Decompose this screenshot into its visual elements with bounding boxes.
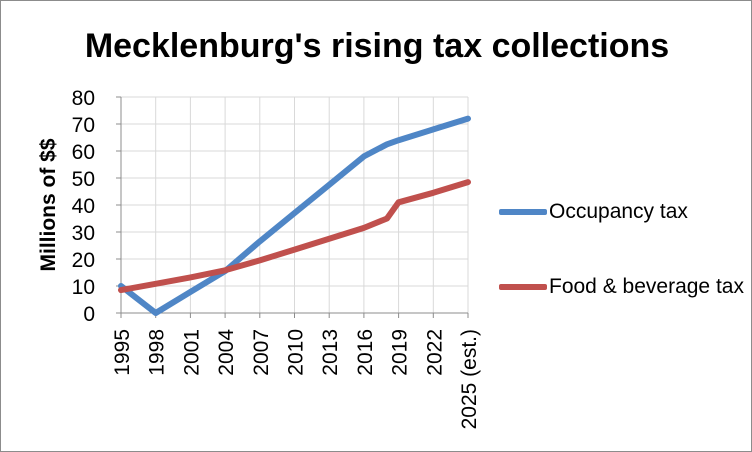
y-tick-label: 30: [72, 222, 95, 245]
series-line-occupancy: [118, 115, 471, 316]
chart-title: Mecklenburg's rising tax collections: [84, 27, 670, 65]
x-tick-label: 2016: [354, 329, 377, 376]
legend-item-food-beverage: Food & beverage tax: [499, 272, 749, 332]
x-tick-label: 2022: [423, 329, 446, 376]
x-tick-label: 2001: [180, 329, 203, 376]
y-tick-label: 70: [72, 114, 95, 137]
x-tick-label: 1998: [146, 329, 169, 376]
x-tick-label: 2013: [319, 329, 342, 376]
legend-swatch-food-beverage: [499, 284, 547, 290]
x-tick-label: 2025 (est.): [458, 329, 481, 429]
legend-item-occupancy: Occupancy tax: [499, 197, 749, 227]
legend-label-food-beverage: Food & beverage tax: [549, 275, 744, 298]
y-tick-label: 50: [72, 168, 95, 191]
x-tick-label: 2010: [285, 329, 308, 376]
series-line-food-beverage: [118, 179, 471, 294]
y-tick-label: 0: [83, 303, 95, 326]
y-tick-label: 80: [72, 87, 95, 110]
legend-label-occupancy: Occupancy tax: [549, 200, 688, 223]
y-axis-title: Millions of $$: [37, 138, 60, 271]
legend-swatch-occupancy: [499, 209, 547, 215]
y-tick-label: 10: [72, 276, 95, 299]
x-tick-label: 2007: [250, 329, 273, 376]
x-tick-label: 2019: [389, 329, 412, 376]
x-tick-label: 1995: [111, 329, 134, 376]
x-tick-label: 2004: [215, 329, 238, 376]
y-tick-label: 40: [72, 195, 95, 218]
y-tick-label: 60: [72, 141, 95, 164]
y-tick-label: 20: [72, 249, 95, 272]
